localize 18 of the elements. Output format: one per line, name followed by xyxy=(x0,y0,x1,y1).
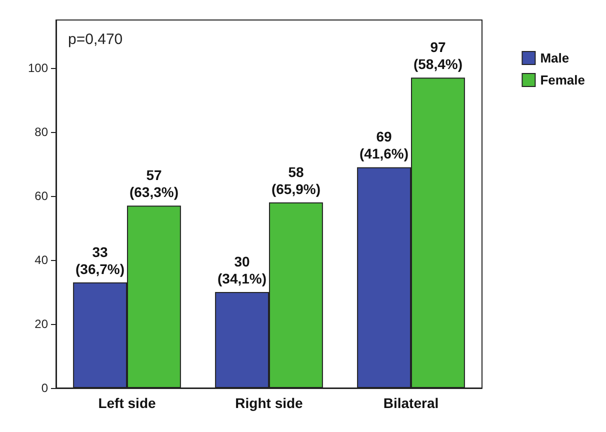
data-label: 30 (34,1%) xyxy=(218,254,267,286)
y-tick-label: 0 xyxy=(41,381,48,395)
x-tick-label: Right side xyxy=(235,395,304,411)
legend-label: Female xyxy=(540,72,586,88)
y-tick-label: 20 xyxy=(34,317,48,331)
legend-label: Male xyxy=(540,50,570,66)
data-label: 58 (65,9%) xyxy=(271,164,320,197)
y-tick-label: 60 xyxy=(34,189,48,203)
data-label: 33 (36,7%) xyxy=(76,244,125,277)
data-label: 69 (41,6%) xyxy=(360,128,409,162)
y-tick-label: 100 xyxy=(28,61,48,75)
data-label: 57 (63,3%) xyxy=(129,167,178,200)
x-tick-label: Left side xyxy=(98,395,156,411)
data-label: 97 (58,4%) xyxy=(413,39,462,72)
x-tick-label: Bilateral xyxy=(383,395,439,411)
annotation: p=0,470 xyxy=(68,31,123,48)
y-tick-label: 40 xyxy=(34,253,48,267)
y-tick-label: 80 xyxy=(34,125,48,139)
